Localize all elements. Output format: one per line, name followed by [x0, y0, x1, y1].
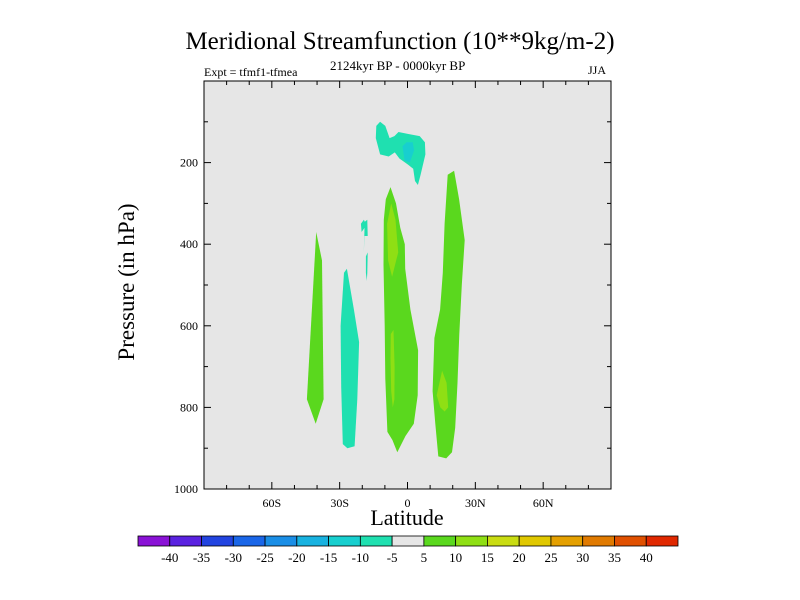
y-tick-label: 400	[180, 237, 198, 251]
colorbar-label: -35	[193, 550, 210, 565]
colorbar-label: 20	[513, 550, 526, 565]
colorbar: -40 -35 -30 -25 -20 -15 -10 -5 5 10 15 20 25 30 35 40	[137, 535, 679, 565]
colorbar-label: 10	[449, 550, 462, 565]
colorbar-label: -10	[352, 550, 369, 565]
colorbar-swatch	[455, 535, 488, 547]
x-tick-label: 60S	[262, 496, 281, 510]
x-tick-label: 30N	[465, 496, 486, 510]
y-tick-label: 1000	[174, 482, 198, 496]
colorbar-swatch	[582, 535, 615, 547]
colorbar-swatch	[359, 535, 393, 547]
colorbar-label: 15	[481, 550, 494, 565]
colorbar-swatch	[264, 535, 298, 547]
x-axis-title: Latitude	[370, 505, 444, 530]
colorbar-swatch	[518, 535, 552, 547]
positive-band-sh-60	[306, 232, 324, 424]
season-label: JJA	[588, 63, 607, 77]
contour-regions	[306, 121, 465, 459]
x-tick-label: 60N	[533, 496, 554, 510]
colorbar-label: 5	[421, 550, 428, 565]
y-tick-label: 600	[180, 319, 198, 333]
chart-title: Meridional Streamfunction (10**9kg/m-2)	[185, 28, 615, 55]
colorbar-swatch	[137, 535, 171, 547]
negative-cell-upper-tropics-outer	[375, 121, 426, 185]
negative-sliver-20s-upper	[360, 219, 368, 253]
colorbar-swatch	[169, 535, 202, 547]
y-tick-label: 200	[180, 156, 198, 170]
negative-cell-upper-tropics-inner	[402, 142, 415, 163]
x-tick-label: 30S	[330, 496, 349, 510]
positive-core-20n	[436, 370, 449, 412]
colorbar-swatch	[328, 535, 361, 547]
colorbar-label: -15	[320, 550, 337, 565]
colorbar-label: -40	[161, 550, 178, 565]
colorbar-swatch	[550, 535, 584, 547]
colorbar-swatch	[423, 535, 457, 547]
experiment-label: Expt = tfmf1-tfmea	[204, 65, 298, 79]
x-tick-label: 0	[405, 496, 411, 510]
positive-core-equator-lower	[390, 329, 395, 408]
colorbar-swatch	[487, 535, 520, 547]
colorbar-swatch	[645, 535, 679, 547]
period-label: 2124kyr BP - 0000kyr BP	[330, 58, 466, 73]
colorbar-swatch	[296, 535, 329, 547]
colorbar-label: 30	[576, 550, 589, 565]
colorbar-swatch	[391, 535, 425, 547]
colorbar-label: -20	[288, 550, 305, 565]
colorbar-swatch	[232, 535, 266, 547]
colorbar-label: 40	[640, 550, 653, 565]
colorbar-label: 25	[544, 550, 557, 565]
negative-sliver-20s-lower	[365, 252, 368, 281]
colorbar-label: 35	[608, 550, 621, 565]
axes: 60S 30S 0 30N 60N 200 400 600 800 1000	[174, 81, 611, 510]
colorbar-label: -25	[256, 550, 273, 565]
colorbar-label: -5	[387, 550, 398, 565]
positive-core-equator-upper	[387, 203, 399, 277]
y-tick-label: 800	[180, 400, 198, 414]
negative-band-sh-30	[340, 268, 360, 449]
colorbar-swatch	[614, 535, 647, 547]
colorbar-label: -30	[225, 550, 242, 565]
colorbar-swatch	[201, 535, 234, 547]
